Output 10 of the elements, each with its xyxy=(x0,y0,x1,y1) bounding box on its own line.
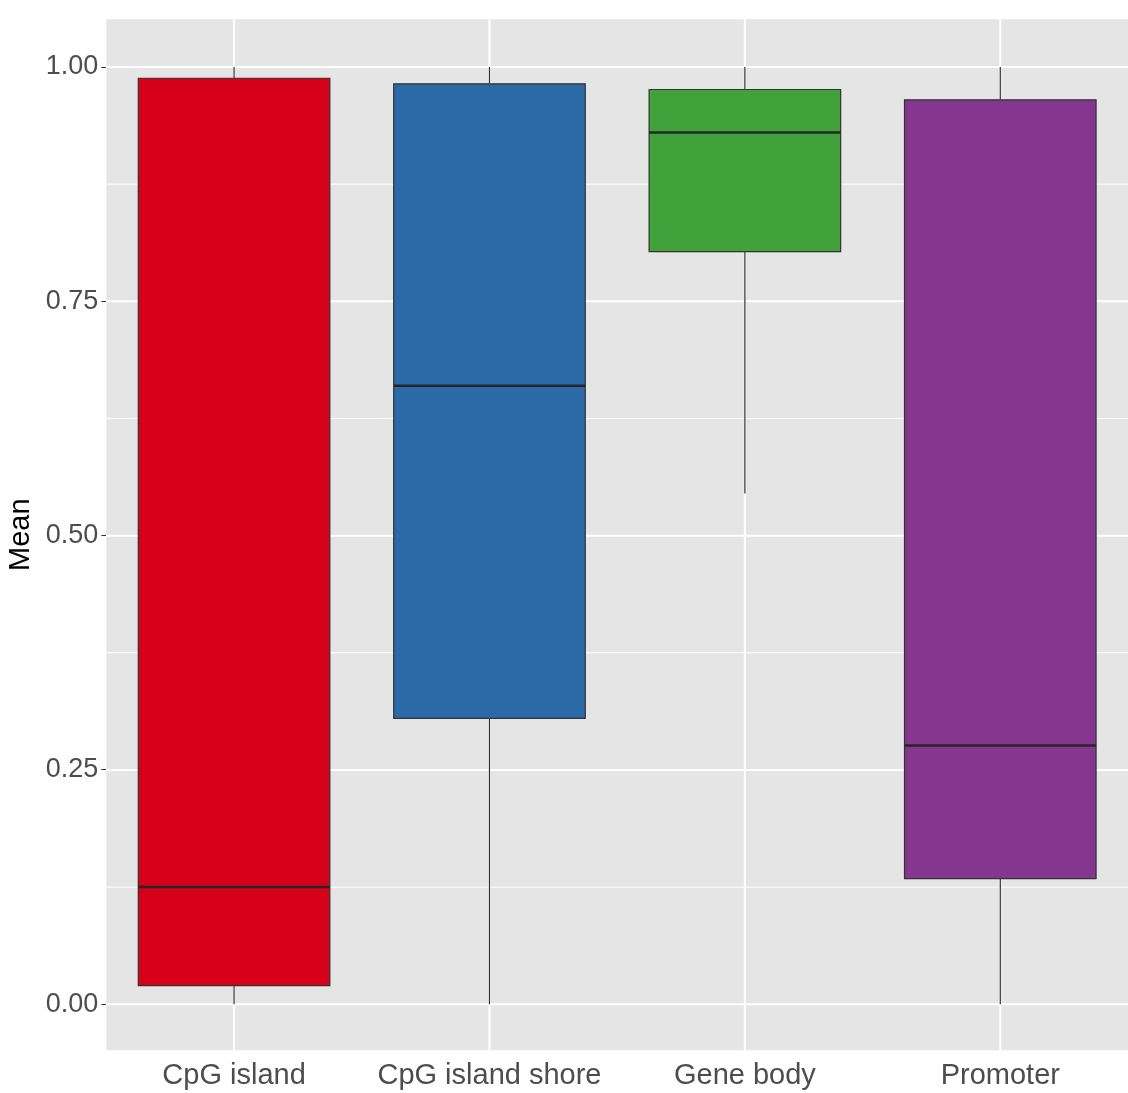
y-tick-label: 0.00 xyxy=(45,987,99,1018)
y-tick-label: 0.75 xyxy=(45,284,99,315)
x-tick-label: Promoter xyxy=(940,1057,1061,1090)
y-tick-label: 0.50 xyxy=(45,519,99,550)
y-axis-title: Mean xyxy=(3,498,36,571)
y-tick-label: 0.25 xyxy=(45,753,99,784)
y-tick-label: 1.00 xyxy=(45,50,99,81)
x-tick-label: CpG island shore xyxy=(377,1057,602,1090)
x-tick-label: CpG island xyxy=(162,1057,306,1090)
x-tick-label: Gene body xyxy=(673,1057,817,1090)
